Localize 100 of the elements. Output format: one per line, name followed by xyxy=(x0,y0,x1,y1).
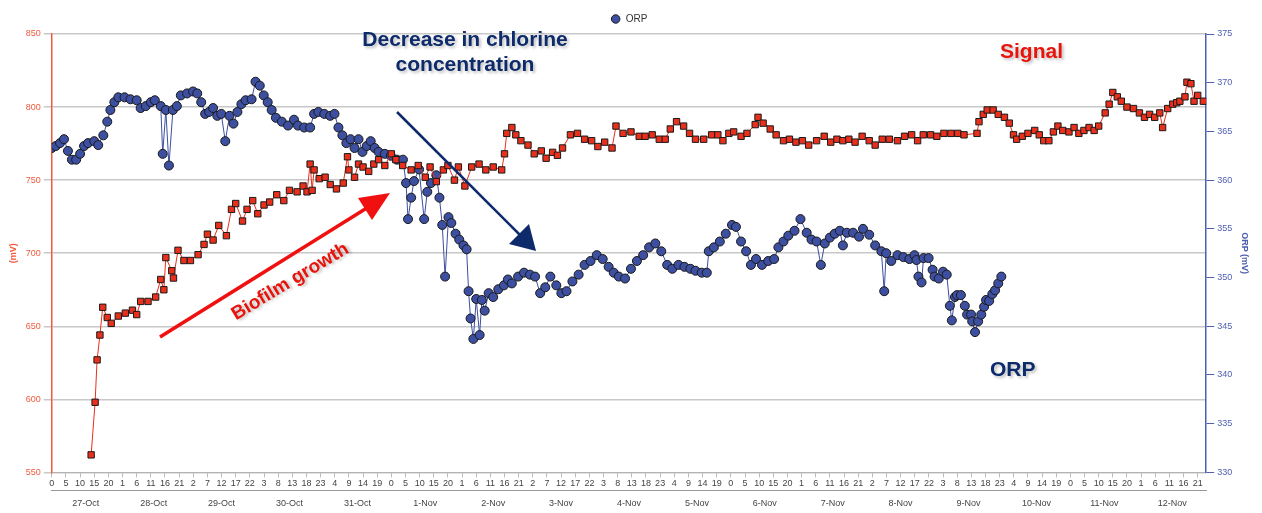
x2-tick-label: 10-Nov xyxy=(1021,498,1052,509)
x2-tick-label: 1-Nov xyxy=(413,498,438,509)
x-tick-label: 9 xyxy=(685,478,691,489)
x-tick-label: 3 xyxy=(940,478,946,489)
x-tick-label: 11 xyxy=(146,478,156,489)
x-tick-label: 8 xyxy=(615,478,621,489)
x-tick-label: 23 xyxy=(315,478,326,489)
x-tick-label: 21 xyxy=(853,478,864,489)
annotation: Signal xyxy=(1000,38,1064,64)
x-tick-label: 2 xyxy=(869,478,875,489)
x2-tick-label: 4-Nov xyxy=(616,498,642,509)
x-tick-label: 4 xyxy=(332,478,338,489)
x-tick-label: 17 xyxy=(230,478,241,489)
x2-tick-label: 3-Nov xyxy=(549,498,574,509)
x-tick-label: 12 xyxy=(895,478,906,489)
x-tick-label: 13 xyxy=(966,478,977,489)
x-tick-label: 11 xyxy=(825,478,835,489)
x-tick-label: 14 xyxy=(358,478,369,489)
x-tick-label: 16 xyxy=(839,478,850,489)
x-tick-label: 10 xyxy=(754,478,765,489)
annotation: ORP xyxy=(990,356,1037,382)
y-tick-label: 800 xyxy=(25,101,41,112)
y-tick-label: 550 xyxy=(25,466,41,477)
y2-tick-label: 340 xyxy=(1217,369,1233,380)
x-tick-label: 17 xyxy=(570,478,581,489)
x-tick-label: 3 xyxy=(601,478,607,489)
x-tick-label: 0 xyxy=(49,478,55,489)
x-tick-label: 11 xyxy=(485,478,496,489)
x-tick-label: 0 xyxy=(1067,478,1073,489)
x-tick-label: 17 xyxy=(909,478,920,489)
x-tick-label: 11 xyxy=(1164,478,1175,489)
x-tick-label: 10 xyxy=(1093,478,1104,489)
x-tick-label: 1 xyxy=(459,478,465,489)
x-tick-label: 15 xyxy=(1107,478,1118,489)
x-tick-label: 16 xyxy=(159,478,170,489)
x2-tick-label: 11-Nov xyxy=(1090,498,1119,509)
x-tick-label: 0 xyxy=(728,478,734,489)
y2-tick-label: 330 xyxy=(1217,466,1233,477)
x-tick-label: 14 xyxy=(1037,478,1048,489)
x2-tick-label: 12-Nov xyxy=(1157,498,1188,509)
x-tick-label: 2 xyxy=(530,478,536,489)
x2-tick-label: 31-Oct xyxy=(343,498,372,509)
x-tick-label: 20 xyxy=(103,478,114,489)
x-tick-label: 20 xyxy=(782,478,793,489)
y2-tick-label: 335 xyxy=(1217,418,1233,429)
x-tick-label: 18 xyxy=(301,478,312,489)
x-tick-label: 22 xyxy=(923,478,934,489)
x2-tick-label: 27-Oct xyxy=(72,498,100,509)
x-tick-label: 6 xyxy=(813,478,819,489)
x-tick-label: 4 xyxy=(1011,478,1017,489)
x-tick-label: 16 xyxy=(1178,478,1189,489)
x-tick-label: 22 xyxy=(244,478,255,489)
x-tick-label: 19 xyxy=(1051,478,1062,489)
x-tick-label: 15 xyxy=(428,478,439,489)
x-tick-label: 18 xyxy=(640,478,651,489)
x-tick-label: 8 xyxy=(275,478,281,489)
x-tick-label: 14 xyxy=(697,478,708,489)
x2-tick-label: 2-Nov xyxy=(481,498,506,509)
y2-tick-label: 345 xyxy=(1217,320,1233,331)
y2-axis-title: ORP (mV) xyxy=(1240,232,1251,275)
x-tick-label: 19 xyxy=(711,478,722,489)
annotation: Decrease in chlorine concentration xyxy=(361,26,569,77)
x-tick-label: 3 xyxy=(261,478,267,489)
x-tick-label: 6 xyxy=(473,478,479,489)
x-tick-label: 15 xyxy=(768,478,779,489)
y-tick-label: 600 xyxy=(25,393,41,404)
x2-tick-label: 8-Nov xyxy=(888,498,914,509)
x-tick-label: 7 xyxy=(204,478,210,489)
y-tick-label: 700 xyxy=(25,247,41,258)
x-tick-label: 5 xyxy=(402,478,408,489)
x-tick-label: 12 xyxy=(216,478,227,489)
y2-tick-label: 360 xyxy=(1217,174,1233,185)
x-tick-label: 7 xyxy=(544,478,550,489)
x-tick-label: 5 xyxy=(742,478,748,489)
x-tick-label: 12 xyxy=(556,478,567,489)
x-tick-label: 1 xyxy=(120,478,126,489)
y2-tick-label: 375 xyxy=(1217,28,1233,39)
y2-tick-label: 350 xyxy=(1217,272,1233,283)
x-tick-label: 18 xyxy=(980,478,991,489)
x2-tick-label: 5-Nov xyxy=(684,498,710,509)
x-tick-label: 22 xyxy=(584,478,595,489)
x-tick-label: 9 xyxy=(1025,478,1031,489)
x-tick-label: 21 xyxy=(174,478,185,489)
x-tick-label: 16 xyxy=(499,478,510,489)
x-tick-label: 10 xyxy=(75,478,86,489)
x-tick-label: 2 xyxy=(190,478,196,489)
y-axis-title: (mV) xyxy=(7,243,18,264)
x2-tick-label: 9-Nov xyxy=(956,498,982,509)
x2-tick-label: 6-Nov xyxy=(752,498,778,509)
x-tick-label: 1 xyxy=(799,478,805,489)
x-tick-label: 6 xyxy=(1152,478,1158,489)
x-tick-label: 20 xyxy=(1121,478,1132,489)
y-tick-label: 650 xyxy=(25,320,41,331)
x-tick-label: 8 xyxy=(954,478,960,489)
x-tick-label: 23 xyxy=(655,478,666,489)
x-tick-label: 19 xyxy=(372,478,383,489)
x-tick-label: 6 xyxy=(134,478,140,489)
legend-label: ORP xyxy=(625,12,648,24)
x-tick-label: 15 xyxy=(89,478,100,489)
x-tick-label: 23 xyxy=(994,478,1005,489)
